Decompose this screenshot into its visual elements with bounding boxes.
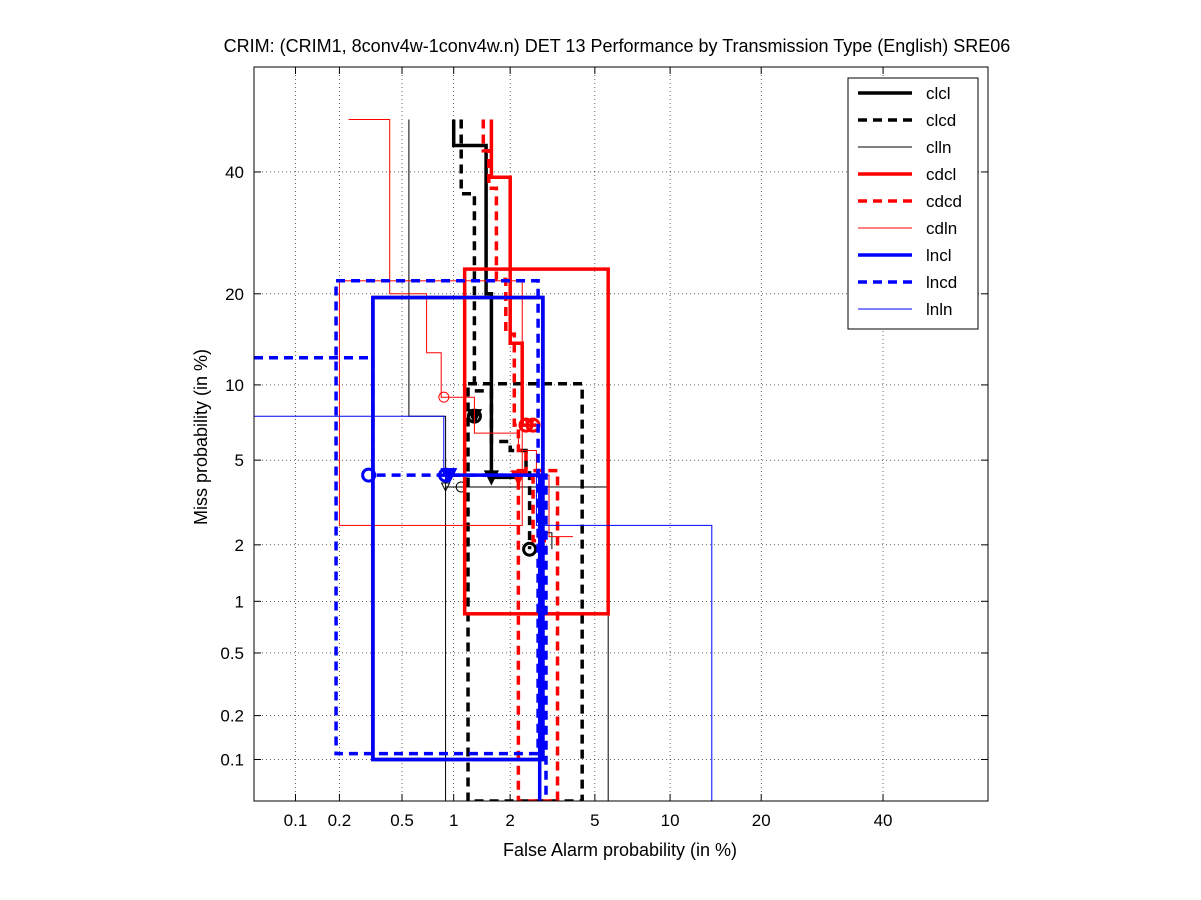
y-tick-label: 0.2 — [220, 707, 244, 726]
x-tick-label: 0.5 — [390, 811, 414, 830]
legend-label-clcd: clcd — [926, 111, 956, 130]
series-box-cdcl — [462, 267, 610, 616]
min-marker-clln — [440, 482, 451, 493]
x-tick-label: 0.1 — [284, 811, 308, 830]
x-tick-label: 40 — [874, 811, 893, 830]
chart-title: CRIM: (CRIM1, 8conv4w-1conv4w.n) DET 13 … — [224, 36, 1011, 56]
ticks: 0.1 0.2 0.5 1 2 5 10 20 40 0.1 0.2 0.5 1 2 5 10 20 40 — [220, 67, 988, 830]
y-tick-label: 2 — [235, 536, 244, 555]
series-curve-lnln — [254, 415, 713, 801]
legend-label-lncl: lncl — [926, 246, 952, 265]
act-marker-lncd — [361, 467, 377, 483]
plot-frame — [253, 66, 989, 802]
x-tick-label: 5 — [590, 811, 599, 830]
y-tick-label: 0.1 — [220, 751, 244, 770]
series-box-clcd — [466, 381, 584, 801]
x-tick-label: 2 — [505, 811, 514, 830]
x-axis-label: False Alarm probability (in %) — [503, 840, 737, 860]
series-layer — [254, 119, 713, 801]
legend-label-clln: clln — [926, 138, 952, 157]
series-box-lncd — [334, 279, 540, 756]
x-tick-label: 10 — [661, 811, 680, 830]
y-tick-label: 20 — [225, 285, 244, 304]
legend-label-cdcl: cdcl — [926, 165, 956, 184]
x-tick-label: 1 — [449, 811, 458, 830]
series-lnln — [254, 415, 713, 801]
act-marker-cdln — [438, 391, 450, 403]
legend-label-lncd: lncd — [926, 273, 957, 292]
min-marker-cdln — [524, 420, 535, 431]
y-tick-label: 1 — [235, 592, 244, 611]
act-marker-clcd — [522, 541, 538, 557]
series-box-lncl — [371, 295, 545, 762]
y-axis-label: Miss probability (in %) — [191, 349, 211, 525]
x-tick-label: 0.2 — [328, 811, 352, 830]
series-curve-lncd — [254, 355, 548, 801]
legend-box — [847, 77, 979, 330]
legend-label-cdcd: cdcd — [926, 192, 962, 211]
legend-label-clcl: clcl — [926, 84, 951, 103]
y-tick-label: 5 — [235, 451, 244, 470]
y-tick-label: 0.5 — [220, 644, 244, 663]
legend-label-lnln: lnln — [926, 300, 952, 319]
y-tick-label: 40 — [225, 163, 244, 182]
min-marker-lnln — [442, 470, 453, 481]
x-tick-label: 20 — [752, 811, 771, 830]
legend: clcl clcd clln cdcl cdcd cdln lncl lncd lnln — [847, 77, 979, 330]
legend-label-cdln: cdln — [926, 219, 957, 238]
series-curve-cdcd — [481, 119, 546, 543]
y-tick-label: 10 — [225, 376, 244, 395]
